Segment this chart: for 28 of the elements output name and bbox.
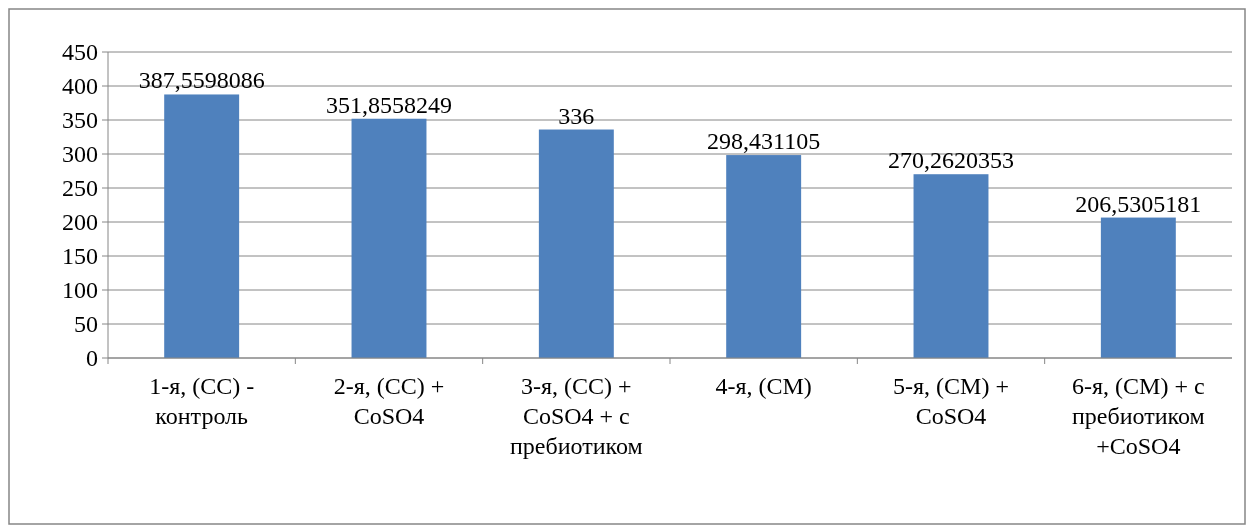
x-tick-label: 2-я, (СС) + CoSO4 — [333, 373, 445, 429]
y-tick-label: 200 — [62, 209, 98, 236]
y-tick-label: 100 — [62, 277, 98, 304]
x-tick-label: 6-я, (СМ) + с пребиотиком +CoSO4 — [1071, 373, 1205, 459]
y-tick-label: 0 — [86, 345, 98, 372]
data-label: 270,2620353 — [888, 147, 1014, 174]
y-tick-label: 400 — [62, 73, 98, 100]
bar — [538, 129, 614, 358]
y-tick-label: 150 — [62, 243, 98, 270]
x-tick-label: 1-я, (СС) - контроль — [149, 373, 255, 429]
bar — [726, 155, 802, 358]
data-label: 336 — [558, 102, 595, 129]
y-tick-label: 450 — [62, 39, 98, 66]
data-label: 387,5598086 — [138, 67, 265, 94]
data-label: 206,5305181 — [1075, 190, 1202, 217]
data-label: 298,431105 — [707, 128, 821, 155]
y-tick-label: 50 — [74, 311, 98, 338]
bar — [1100, 217, 1176, 358]
x-tick-label: 5-я, (СМ) + CoSO4 — [893, 373, 1009, 429]
y-tick-label: 350 — [62, 107, 98, 134]
y-tick-label: 300 — [62, 141, 98, 168]
bar — [913, 174, 989, 358]
x-tick-label: 4-я, (СМ) — [715, 373, 812, 399]
x-tick-label: 3-я, (СС) + CoSO4 + с пребиотиком — [509, 373, 643, 459]
data-label: 351,8558249 — [326, 91, 452, 118]
bar — [164, 94, 240, 358]
bar — [351, 118, 427, 358]
y-tick-label: 250 — [62, 175, 98, 202]
